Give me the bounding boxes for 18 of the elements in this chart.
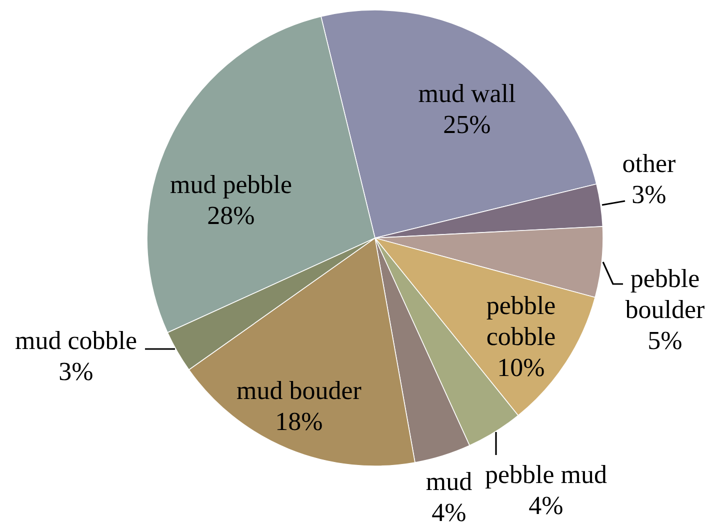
slice-label: mud wall (418, 79, 516, 108)
slice-label: mud pebble (170, 170, 292, 199)
data-label: 3% (632, 180, 666, 209)
data-label: 10% (497, 353, 545, 382)
slice-label: pebble cobble (486, 291, 556, 351)
data-label: 3% (58, 357, 94, 386)
slice-label: pebble boulder (625, 264, 706, 324)
slice-label: mud (426, 467, 472, 496)
data-label: 25% (443, 110, 491, 139)
slice-label: mud cobble (14, 326, 138, 355)
data-label: 28% (207, 201, 255, 230)
slice-label: mud bouder (236, 376, 362, 405)
data-label: 4% (432, 498, 466, 527)
data-label: 18% (275, 407, 323, 436)
data-label: 4% (528, 491, 564, 520)
data-label: 5% (648, 326, 682, 355)
slice-label: pebble mud (484, 460, 608, 489)
slice-label: other (622, 149, 676, 178)
